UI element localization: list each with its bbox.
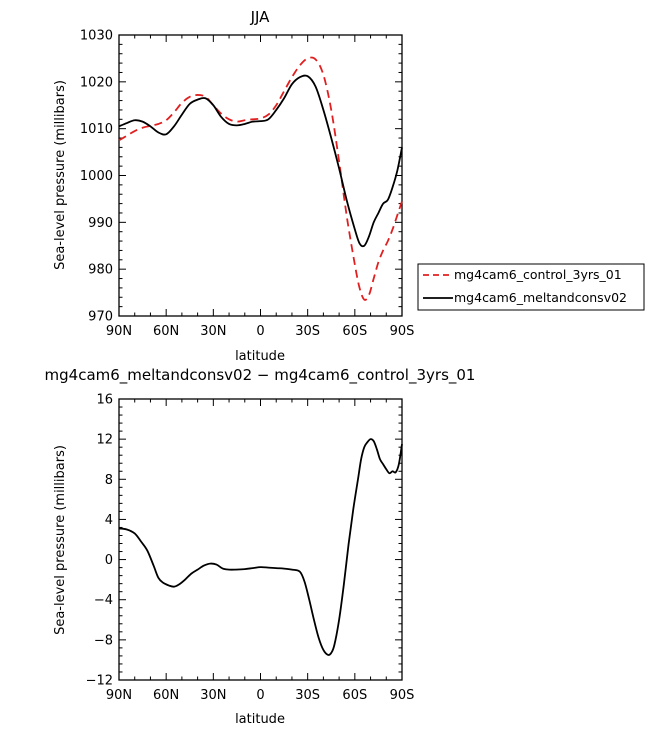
- top-y-tick-label: 1030: [80, 29, 113, 44]
- bottom-chart-x-axis-label: latitude: [235, 712, 285, 727]
- top-x-tick-label: 60N: [153, 324, 179, 339]
- bottom-chart-x-axis: 90N 60N 30N 0 30S 60S 90S: [106, 399, 415, 703]
- bottom-y-tick-label: 4: [105, 513, 113, 528]
- bottom-x-tick-label: 60N: [153, 688, 179, 703]
- top-y-tick-label: 1000: [80, 169, 113, 184]
- top-chart-x-axis: 90N 60N 30N 0 30S 60S 90S: [106, 35, 415, 339]
- bottom-series-line-0: [118, 438, 403, 656]
- bottom-y-tick-label: −12: [86, 674, 113, 689]
- top-x-tick-label: 30N: [200, 324, 226, 339]
- bottom-x-tick-label: 90S: [390, 688, 415, 703]
- bottom-chart-y-axis-label: Sea-level pressure (millibars): [53, 445, 68, 635]
- top-chart-panel: JJA 970 980 990 1000 1010 1020 1030 90N 60N 30N 0…: [53, 8, 414, 364]
- top-y-tick-label: 1010: [80, 122, 113, 137]
- bottom-y-tick-label: 0: [105, 553, 113, 568]
- top-x-tick-label: 60S: [342, 324, 367, 339]
- bottom-y-tick-label: −4: [94, 593, 113, 608]
- bottom-y-tick-label: 16: [96, 393, 113, 408]
- top-series-line-0: [118, 56, 403, 301]
- top-y-tick-label: 980: [88, 263, 113, 278]
- top-chart-plot-frame: [118, 34, 403, 317]
- top-y-tick-label: 990: [88, 216, 113, 231]
- legend: mg4cam6_control_3yrs_01 mg4cam6_meltandc…: [417, 263, 645, 311]
- top-y-tick-label: 1020: [80, 75, 113, 90]
- top-chart-x-axis-label: latitude: [235, 349, 285, 364]
- top-y-tick-label: 970: [88, 310, 113, 325]
- bottom-chart-panel: mg4cam6_meltandconsv02 − mg4cam6_control…: [45, 366, 476, 727]
- top-chart-title: JJA: [250, 8, 271, 26]
- bottom-x-tick-label: 60S: [342, 688, 367, 703]
- bottom-chart-y-axis: −12 −8 −4 0 4 8 12 16: [86, 393, 402, 689]
- bottom-chart-title: mg4cam6_meltandconsv02 − mg4cam6_control…: [45, 366, 476, 385]
- bottom-x-tick-label: 0: [256, 688, 264, 703]
- top-x-tick-label: 0: [256, 324, 264, 339]
- bottom-x-tick-label: 30S: [295, 688, 320, 703]
- legend-box: [417, 263, 645, 311]
- legend-label-meltandconsv: mg4cam6_meltandconsv02: [454, 290, 627, 305]
- top-x-tick-label: 90S: [390, 324, 415, 339]
- bottom-chart-series-group: [118, 438, 403, 656]
- legend-label-control: mg4cam6_control_3yrs_01: [454, 267, 622, 282]
- bottom-x-tick-label: 90N: [106, 688, 132, 703]
- top-x-tick-label: 90N: [106, 324, 132, 339]
- bottom-y-tick-label: −8: [94, 633, 113, 648]
- top-chart-y-axis-label: Sea-level pressure (millibars): [53, 80, 68, 270]
- top-series-line-1: [118, 74, 403, 248]
- top-chart-y-axis: 970 980 990 1000 1010 1020 1030: [80, 29, 402, 325]
- bottom-y-tick-label: 12: [96, 433, 113, 448]
- bottom-x-tick-label: 30N: [200, 688, 226, 703]
- top-x-tick-label: 30S: [295, 324, 320, 339]
- top-chart-series-group: [118, 56, 403, 301]
- bottom-chart-plot-frame: [118, 398, 403, 681]
- bottom-y-tick-label: 8: [105, 473, 113, 488]
